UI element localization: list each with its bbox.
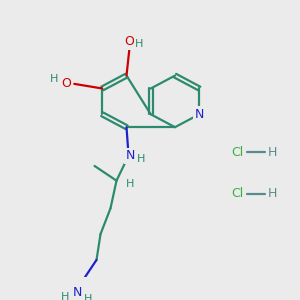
Text: H: H — [267, 187, 277, 200]
Text: N: N — [195, 108, 204, 121]
Text: N: N — [126, 149, 135, 162]
Text: Cl: Cl — [231, 187, 243, 200]
Text: N: N — [73, 286, 82, 299]
Text: H: H — [135, 39, 144, 49]
Text: O: O — [124, 35, 134, 48]
Text: Cl: Cl — [231, 146, 243, 159]
Text: O: O — [61, 77, 71, 90]
Text: H: H — [61, 292, 70, 300]
Text: H: H — [84, 294, 93, 300]
Text: H: H — [126, 179, 135, 189]
Text: H: H — [137, 154, 146, 164]
Text: H: H — [267, 146, 277, 159]
Text: H: H — [50, 74, 58, 84]
